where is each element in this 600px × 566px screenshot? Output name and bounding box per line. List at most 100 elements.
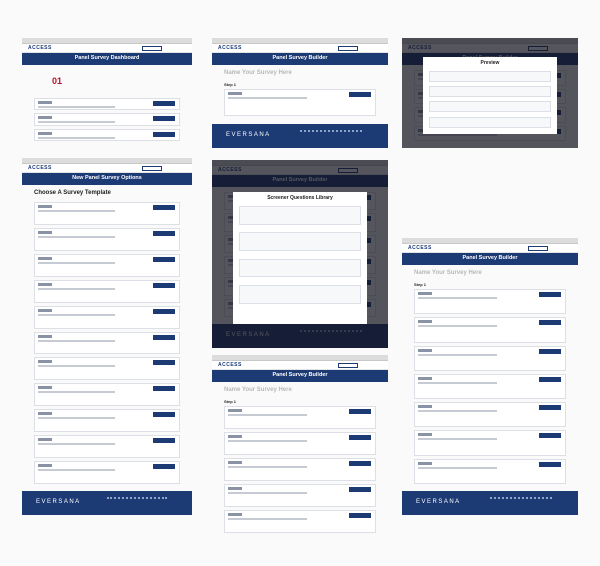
action-button[interactable] [349, 513, 371, 518]
tag [38, 131, 52, 135]
action-button[interactable] [153, 386, 175, 392]
modal-title: Preview [480, 59, 500, 66]
banner: Panel Survey Dashboard [22, 53, 192, 65]
content-card [34, 279, 180, 303]
tag [38, 256, 52, 260]
text-line [418, 325, 498, 328]
action-button[interactable] [153, 256, 175, 262]
action-button[interactable] [539, 405, 561, 411]
browser-bar [212, 38, 388, 44]
action-button[interactable] [539, 376, 561, 382]
content-card [34, 227, 180, 251]
modal-row [239, 284, 361, 304]
tag [418, 320, 432, 324]
nav-bar: ACCESS [22, 44, 192, 53]
footer-links [300, 130, 362, 140]
brand: ACCESS [28, 45, 52, 51]
text-line [38, 417, 115, 420]
action-button[interactable] [153, 334, 175, 340]
content-card [414, 289, 566, 315]
content-card [34, 435, 180, 459]
nav-bar: ACCESS [212, 44, 388, 53]
nav-button[interactable] [338, 46, 358, 51]
banner: Panel Survey Builder [212, 370, 388, 382]
tag [228, 92, 242, 95]
action-button[interactable] [539, 461, 561, 467]
content-card [34, 331, 180, 355]
action-button[interactable] [153, 282, 175, 288]
action-button[interactable] [349, 92, 371, 97]
browser-bar [402, 238, 578, 244]
section-heading: Name Your Survey Here [414, 270, 482, 276]
tag [228, 487, 242, 490]
text-line [38, 261, 115, 264]
screen: ACCESS Panel Survey Builder Name Your Surv… [402, 238, 578, 515]
action-button[interactable] [539, 320, 561, 326]
tag [38, 101, 52, 104]
modal-row [429, 116, 551, 128]
content-card [224, 510, 376, 533]
action-button[interactable] [153, 101, 175, 106]
tag [418, 292, 432, 295]
modal-title: Screener Questions Library [267, 194, 333, 201]
text-line [38, 210, 115, 212]
footer: EVERSANA [212, 124, 388, 148]
screen: ACCESS Panel Survey Dashboard 01 [22, 38, 192, 148]
content-card [414, 317, 566, 343]
action-button[interactable] [349, 435, 371, 440]
modal-row [239, 258, 361, 278]
text-line [38, 287, 115, 290]
action-button[interactable] [349, 409, 371, 414]
action-button[interactable] [153, 464, 175, 470]
action-button[interactable] [153, 230, 175, 236]
action-button[interactable] [539, 292, 561, 297]
nav-button[interactable] [528, 246, 548, 251]
tag [418, 461, 432, 465]
text-line [38, 339, 115, 342]
tag [38, 464, 52, 468]
text-line [38, 136, 115, 139]
tag [418, 433, 432, 437]
nav-button[interactable] [142, 166, 162, 171]
page-title: Panel Survey Dashboard [74, 55, 140, 61]
content-card [34, 409, 180, 433]
action-button[interactable] [153, 131, 175, 137]
brand: ACCESS [218, 45, 242, 51]
content-card [34, 383, 180, 407]
action-button[interactable] [153, 308, 175, 314]
content-card [224, 89, 376, 116]
modal: Screener Questions Library [233, 191, 367, 324]
content-card [224, 406, 376, 429]
tag [418, 348, 432, 352]
footer-logo: EVERSANA [416, 499, 461, 505]
tag [418, 376, 432, 380]
action-button[interactable] [153, 360, 175, 366]
step-label: Step 1 [224, 82, 237, 87]
action-button[interactable] [153, 438, 175, 444]
modal-row [429, 86, 551, 98]
text-line [38, 391, 115, 394]
text-line [418, 410, 498, 413]
content-card [34, 305, 180, 329]
content-card [34, 113, 180, 126]
text-line [228, 518, 308, 520]
tag [38, 412, 52, 416]
text-line [418, 297, 498, 299]
action-button[interactable] [349, 461, 371, 466]
tag [228, 435, 242, 438]
nav-button[interactable] [142, 46, 162, 51]
banner: Panel Survey Builder [212, 53, 388, 65]
action-button[interactable] [153, 116, 175, 122]
action-button[interactable] [539, 433, 561, 439]
action-button[interactable] [153, 205, 175, 210]
action-button[interactable] [349, 487, 371, 492]
action-button[interactable] [153, 412, 175, 418]
content-card [224, 458, 376, 481]
nav-button[interactable] [338, 363, 358, 368]
section-heading: Choose A Survey Template [34, 190, 111, 196]
text-line [38, 235, 115, 238]
action-button[interactable] [539, 348, 561, 354]
modal-row [429, 101, 551, 113]
